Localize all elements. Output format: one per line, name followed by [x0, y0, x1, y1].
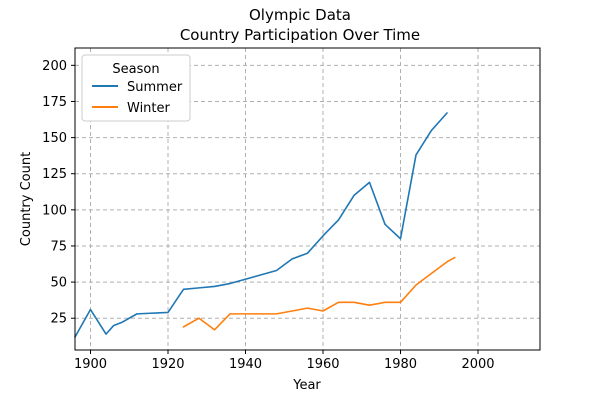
y-tick-label-25: 25 [50, 312, 67, 327]
series-line-winter [182, 256, 456, 331]
x-tick-label-2000: 2000 [461, 357, 494, 372]
chart-legend: Season Summer Winter [81, 54, 191, 122]
y-tick-label-125: 125 [42, 167, 67, 182]
legend-box [81, 54, 191, 122]
chart-subtitle: Country Participation Over Time [180, 26, 420, 44]
legend-title: Season [112, 62, 159, 77]
x-tick-label-1960: 1960 [306, 357, 339, 372]
y-axis-label: Country Count [19, 152, 34, 246]
chart-title: Olympic Data [249, 6, 351, 24]
legend-label-winter: Winter [127, 101, 171, 116]
y-tick-label-200: 200 [42, 59, 67, 74]
grid-lines [75, 48, 540, 350]
y-tick-label-150: 150 [42, 131, 67, 146]
x-tick-label-1920: 1920 [151, 357, 184, 372]
y-tick-label-50: 50 [50, 276, 67, 291]
y-tick-label-100: 100 [42, 203, 67, 218]
series-line-summer [74, 112, 448, 338]
x-tick-label-1940: 1940 [229, 357, 262, 372]
x-axis-label: Year [292, 378, 321, 393]
x-tick-label-1980: 1980 [384, 357, 417, 372]
y-tick-label-75: 75 [50, 239, 67, 254]
series-lines [74, 112, 456, 338]
axis-ticks: 1900 1920 1940 1960 1980 2000 25 50 75 100 125 150 1… [42, 59, 494, 372]
plot-frame [74, 47, 541, 351]
legend-label-summer: Summer [127, 80, 183, 95]
y-tick-label-175: 175 [42, 95, 67, 110]
x-tick-label-1900: 1900 [74, 357, 107, 372]
